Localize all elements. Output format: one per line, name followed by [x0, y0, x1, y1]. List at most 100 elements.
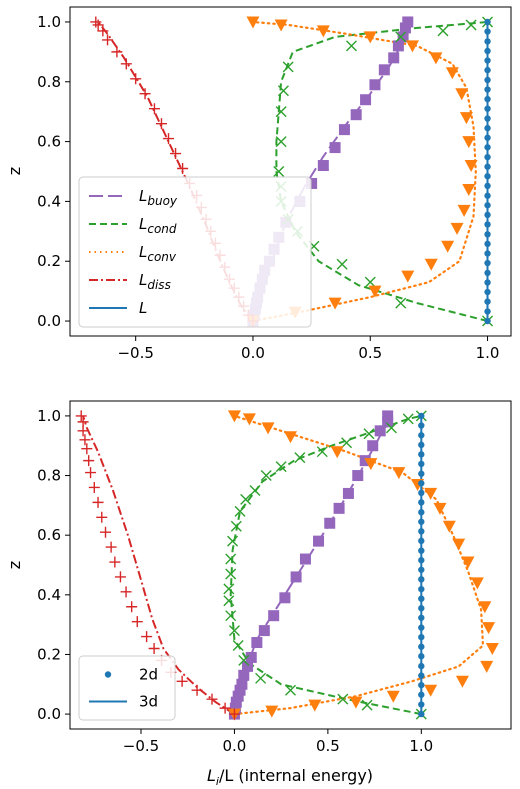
data-point-cond-16: [395, 31, 407, 43]
data-point-diss-21: [120, 58, 132, 70]
data-point-diss-16: [163, 133, 175, 145]
data-point-total-24: [418, 480, 425, 487]
data-point-diss-11: [120, 586, 132, 598]
data-point-total-25: [418, 470, 425, 477]
data-point-diss-15: [170, 148, 182, 160]
data-point-cond-8: [228, 625, 240, 637]
data-point-cond-4: [285, 684, 296, 696]
data-point-total-11: [484, 211, 491, 219]
data-point-conv-0: [246, 16, 260, 29]
data-point-total-28: [484, 47, 491, 55]
x-tick-label: 1.0: [476, 344, 500, 362]
data-point-total-4: [484, 279, 491, 286]
data-point-cond-20: [275, 461, 287, 473]
data-point-diss-0: [228, 708, 240, 720]
data-point-total-20: [484, 124, 491, 132]
data-point-total-17: [418, 547, 425, 554]
data-point-cond-5: [255, 672, 267, 684]
x-tick-label: 1.0: [409, 737, 433, 755]
data-point-cond-3: [364, 276, 376, 288]
data-point-buoy-15: [313, 535, 325, 547]
data-point-conv-1: [274, 19, 288, 32]
data-point-cond-17: [240, 493, 252, 505]
data-point-conv-12: [461, 556, 475, 569]
data-point-total-22: [484, 105, 491, 112]
data-point-cond-9: [225, 610, 237, 622]
data-point-buoy-2: [230, 696, 242, 708]
data-point-buoy-24: [382, 410, 394, 422]
data-point-total-10: [484, 221, 491, 228]
data-point-cond-25: [385, 422, 397, 434]
bottom-x-axis-label: Li/L (internal energy): [207, 766, 373, 788]
data-point-cond-2: [361, 699, 373, 711]
data-point-conv-2: [261, 422, 275, 435]
data-point-conv-16: [485, 642, 499, 655]
data-point-total-10: [418, 614, 425, 621]
data-point-cond-10: [223, 595, 235, 607]
data-point-conv-1: [242, 413, 256, 426]
data-point-diss-17: [92, 496, 104, 508]
x-label-sub: i: [216, 775, 219, 788]
legend-box: [78, 176, 312, 328]
data-point-cond-12: [275, 106, 287, 118]
data-point-buoy-20: [378, 64, 390, 76]
y-tick-label: 0.6: [37, 133, 61, 151]
data-point-conv-18: [328, 297, 342, 310]
top-legend: Lbuoy Lcond Lconv Ldiss L: [78, 176, 312, 328]
data-point-buoy-22: [374, 425, 386, 437]
data-point-total-7: [484, 250, 491, 257]
data-point-diss-14: [105, 541, 117, 553]
data-point-cond-18: [249, 484, 261, 496]
legend-label-1: Lcond: [139, 215, 177, 236]
data-point-buoy-1: [229, 702, 241, 714]
y-tick-label: 0.0: [37, 312, 61, 330]
top-panel: −0.5 0.0 0.5 1.00.00.20.40.60.81.0 z LbuoyL…: [5, 6, 512, 362]
data-point-cond-19: [260, 470, 272, 482]
series-line-cond: [229, 414, 422, 716]
bottom-legend: 2d 3d: [78, 655, 176, 721]
data-point-total-9: [484, 231, 491, 238]
legend-label-1: 3d: [139, 693, 158, 711]
data-point-total-1: [418, 701, 425, 708]
data-point-buoy-18: [342, 487, 354, 499]
top-axis-ticks: −0.5 0.0 0.5 1.0 0.0 0.2 0.4 0.6 0.8 1.0: [37, 13, 499, 362]
data-point-conv-3: [363, 31, 377, 44]
data-point-cond-21: [294, 452, 306, 464]
data-point-conv-18: [455, 675, 469, 688]
data-point-diss-14: [177, 163, 189, 175]
data-point-buoy-22: [392, 40, 404, 52]
data-point-buoy-17: [350, 109, 362, 121]
y-tick-label: 0.8: [37, 467, 61, 485]
data-point-conv-5: [429, 52, 443, 65]
data-point-cond-14: [282, 61, 294, 73]
data-point-conv-16: [401, 270, 415, 283]
data-point-total-15: [484, 173, 491, 180]
data-point-buoy-8: [245, 651, 257, 663]
data-point-buoy-9: [251, 637, 263, 649]
data-point-total-9: [418, 624, 425, 631]
bottom-plot-marks: [75, 410, 499, 721]
data-point-buoy-25: [402, 16, 414, 28]
data-point-total-23: [484, 95, 491, 103]
data-point-buoy-17: [333, 502, 345, 514]
data-point-buoy-4: [234, 684, 246, 696]
data-point-conv-11: [452, 538, 466, 551]
data-point-total-29: [484, 38, 491, 45]
top-y-axis-label: z: [5, 167, 24, 175]
data-point-total-15: [418, 566, 425, 573]
data-point-total-11: [418, 605, 425, 612]
data-point-total-17: [484, 153, 491, 161]
y-tick-label: 1.0: [37, 13, 61, 31]
data-point-conv-14: [441, 240, 455, 253]
data-point-diss-7: [148, 642, 160, 654]
y-tick-label: 0.2: [37, 252, 61, 270]
data-point-diss-4: [176, 675, 188, 687]
y-tick-label: 0.0: [37, 705, 61, 723]
data-point-conv-20: [386, 690, 400, 703]
data-point-diss-3: [191, 684, 203, 696]
data-point-total-26: [418, 460, 425, 468]
data-point-diss-9: [131, 616, 143, 628]
data-point-total-3: [418, 681, 425, 689]
x-tick-label: −0.5: [117, 344, 153, 362]
